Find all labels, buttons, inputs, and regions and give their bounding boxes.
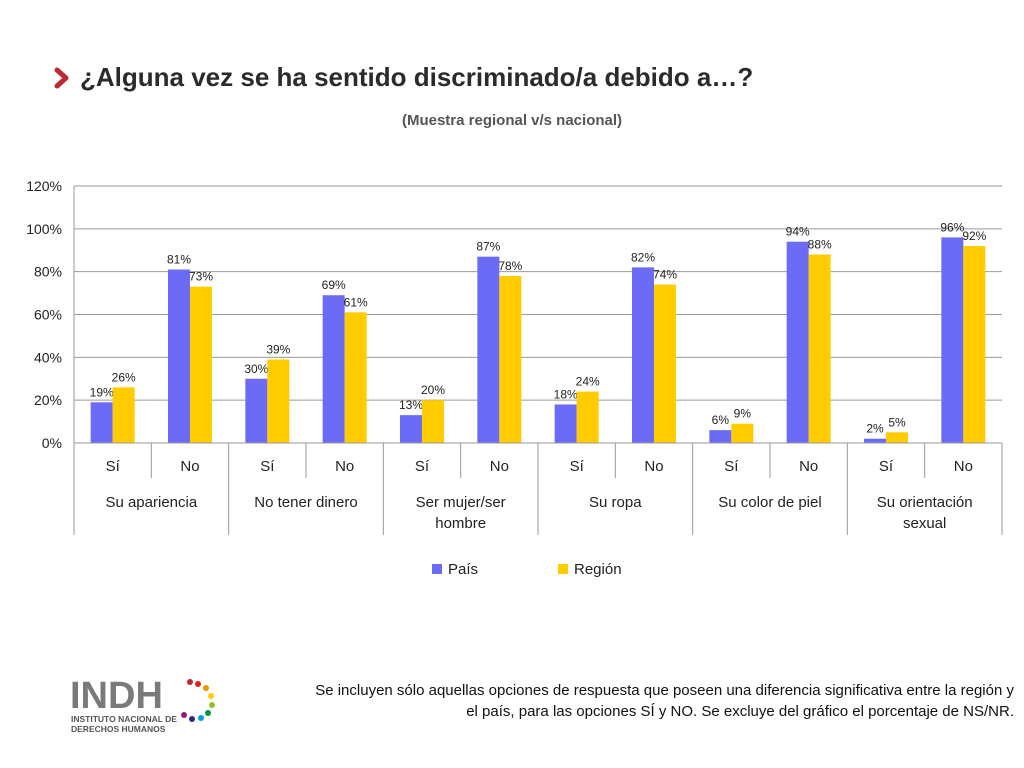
data-label: 78% <box>498 259 522 273</box>
bar-pais <box>554 404 577 443</box>
bar-pais <box>90 402 113 443</box>
bar-pais <box>477 256 500 443</box>
page-title: ¿Alguna vez se ha sentido discriminado/a… <box>80 62 754 92</box>
x-tick-label: No <box>954 458 973 475</box>
bar-chart: 0% 20% 40% 60% 80% 100% 120% 19% 81% 30% 69% 13% 87%… <box>26 178 1003 578</box>
data-label: 73% <box>189 270 213 284</box>
group-label: Su apariencia <box>105 494 197 511</box>
chevron-right-icon <box>54 67 69 88</box>
bar-pais <box>245 378 268 443</box>
y-tick-label: 60% <box>34 307 62 323</box>
bar-pais <box>864 438 886 443</box>
bar-pais <box>400 415 422 443</box>
y-tick-label: 0% <box>42 435 62 451</box>
bar-region <box>731 423 754 443</box>
bar-region <box>654 284 676 443</box>
data-label: 24% <box>576 375 600 389</box>
bar-region <box>422 400 444 443</box>
data-label: 92% <box>962 229 986 243</box>
y-tick-label: 80% <box>34 264 62 280</box>
legend-swatch <box>558 564 568 574</box>
bar-region <box>808 254 831 443</box>
data-label: 5% <box>888 415 906 429</box>
data-label: 19% <box>90 385 114 399</box>
bar-region <box>886 432 908 443</box>
data-label: 88% <box>808 238 832 252</box>
data-label: 30% <box>244 362 268 376</box>
data-label: 6% <box>712 413 730 427</box>
x-tick-label: Sí <box>106 458 121 475</box>
bar-pais <box>709 430 732 443</box>
x-tick-label: No <box>180 458 199 475</box>
data-label: 96% <box>940 220 964 234</box>
bar-region <box>576 391 599 443</box>
data-label: 61% <box>344 295 368 309</box>
data-label: 9% <box>734 407 752 421</box>
data-label: 74% <box>653 268 677 282</box>
bar-pais <box>322 295 345 443</box>
bar-pais <box>632 267 654 443</box>
group-label: Ser mujer/ser hombre <box>416 494 506 532</box>
bar-region <box>112 387 135 443</box>
y-tick-label: 120% <box>26 178 62 194</box>
indh-logo: INDH INSTITUTO NACIONAL DE DERECHOS HUMA… <box>70 675 215 734</box>
bar-region <box>963 245 986 443</box>
x-tick-label: Sí <box>415 458 430 475</box>
bar-region <box>267 359 290 443</box>
chart-subtitle: (Muestra regional v/s nacional) <box>401 112 623 129</box>
data-label: 69% <box>322 278 346 292</box>
bar-pais <box>168 269 190 443</box>
title-row: ¿Alguna vez se ha sentido discriminado/a… <box>52 62 753 93</box>
legend-label: Región <box>574 561 622 578</box>
x-tick-label: Sí <box>879 458 894 475</box>
data-label: 2% <box>866 422 884 436</box>
x-tick-label: No <box>490 458 509 475</box>
bar-region <box>190 286 212 443</box>
legend-label: País <box>448 561 478 578</box>
logo-line-1: INSTITUTO NACIONAL DE <box>71 714 177 724</box>
group-label: Su ropa <box>589 494 642 511</box>
bar-pais <box>941 237 964 443</box>
bar-region <box>344 312 367 443</box>
data-label: 81% <box>167 253 191 267</box>
group-label: Su color de piel <box>718 494 821 511</box>
data-label: 18% <box>554 387 578 401</box>
data-label: 20% <box>421 383 445 397</box>
data-label: 26% <box>112 370 136 384</box>
x-tick-label: Sí <box>570 458 585 475</box>
data-label: 94% <box>786 225 810 239</box>
logo-dots-circle <box>181 679 215 722</box>
logo-line-2: DERECHOS HUMANOS <box>71 724 166 734</box>
bar-pais <box>786 241 809 443</box>
legend-swatch <box>432 564 442 574</box>
x-tick-label: Sí <box>724 458 739 475</box>
logo-wordmark: INDH <box>70 675 163 717</box>
data-label: 82% <box>631 250 655 264</box>
data-label: 13% <box>399 398 423 412</box>
footnote: Se incluyen sólo aquellas opciones de re… <box>315 682 1014 720</box>
x-tick-label: No <box>335 458 354 475</box>
x-tick-label: No <box>799 458 818 475</box>
group-label: Su orientación sexual <box>877 494 973 532</box>
bar-region <box>499 275 522 443</box>
y-tick-label: 20% <box>34 392 62 408</box>
data-label: 39% <box>266 342 290 356</box>
x-tick-label: No <box>644 458 663 475</box>
y-tick-label: 40% <box>34 349 62 365</box>
y-tick-label: 100% <box>26 221 62 237</box>
x-tick-label: Sí <box>260 458 275 475</box>
data-label: 87% <box>476 240 500 254</box>
group-label: No tener dinero <box>254 494 357 511</box>
